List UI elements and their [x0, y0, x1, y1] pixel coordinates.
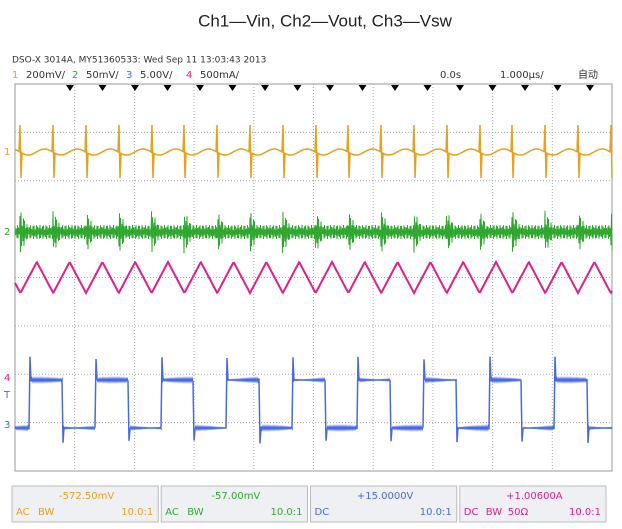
readout-box	[160, 485, 308, 523]
top-marker	[586, 85, 594, 91]
channel-scale: 5.00V/	[140, 70, 173, 81]
time-scale: 1.000µs/	[500, 70, 544, 81]
readout-tag: BW	[38, 507, 55, 518]
time-delay: 0.0s	[440, 70, 461, 81]
channel-number: 4	[186, 70, 192, 81]
ch1-wave	[14, 124, 613, 179]
top-marker	[358, 85, 367, 91]
scope-header: DSO-X 3014A, MY51360533: Wed Sep 11 13:0…	[12, 56, 266, 66]
channel-number: 1	[12, 70, 18, 81]
readout-probe: 10.0:1	[121, 507, 153, 518]
top-marker	[326, 85, 334, 91]
channel-marker: 1	[4, 147, 10, 158]
readout-probe: 10.0:1	[271, 507, 303, 518]
readout-tag: AC	[165, 507, 179, 518]
readout-box	[310, 485, 458, 523]
top-marker	[261, 85, 269, 91]
top-marker	[131, 85, 139, 91]
readout-box	[459, 485, 607, 523]
ch2-wave	[14, 210, 613, 254]
readout-tag: BW	[187, 507, 204, 518]
channel-number: 2	[72, 70, 78, 81]
channel-marker: 3	[4, 420, 10, 431]
top-marker	[553, 85, 562, 91]
top-marker	[196, 85, 204, 91]
top-marker	[163, 85, 172, 91]
top-marker	[228, 85, 237, 91]
waveforms	[14, 124, 613, 444]
channel-marker: T	[3, 390, 11, 401]
top-marker	[66, 85, 74, 91]
channel-scale: 50mV/	[86, 70, 119, 81]
top-marker	[423, 85, 432, 91]
readout-tag: BW	[486, 507, 503, 518]
readout-box	[11, 485, 159, 523]
top-marker	[521, 85, 529, 91]
channel-number: 3	[126, 70, 132, 81]
channel-marker: 4	[4, 373, 10, 384]
ch4-wave	[14, 259, 613, 296]
readout-offset: -57.00mV	[211, 491, 260, 502]
top-marker	[293, 85, 302, 91]
ch3-wave	[14, 356, 613, 444]
top-marker	[456, 85, 464, 91]
readout-offset: -572.50mV	[59, 491, 114, 502]
channel-scale: 500mA/	[200, 70, 240, 81]
channel-scale: 200mV/	[26, 70, 66, 81]
top-marker	[98, 85, 107, 91]
readout-probe: 10.0:1	[420, 507, 452, 518]
top-marker	[488, 85, 497, 91]
readout-probe: 10.0:1	[569, 507, 601, 518]
trigger-mode: 自动	[578, 68, 598, 81]
readout-tag: AC	[16, 507, 30, 518]
subtitle: Ch1—Vin, Ch2—Vout, Ch3—Vsw	[198, 11, 453, 30]
readout-tag: DC	[315, 507, 330, 518]
readout-offset: +15.0000V	[357, 491, 414, 502]
channel-marker: 2	[4, 227, 10, 238]
top-marker	[391, 85, 399, 91]
readout-tag: DC	[464, 507, 479, 518]
readout-offset: +1.00600A	[506, 491, 563, 502]
readout-tag: 50Ω	[508, 507, 529, 518]
